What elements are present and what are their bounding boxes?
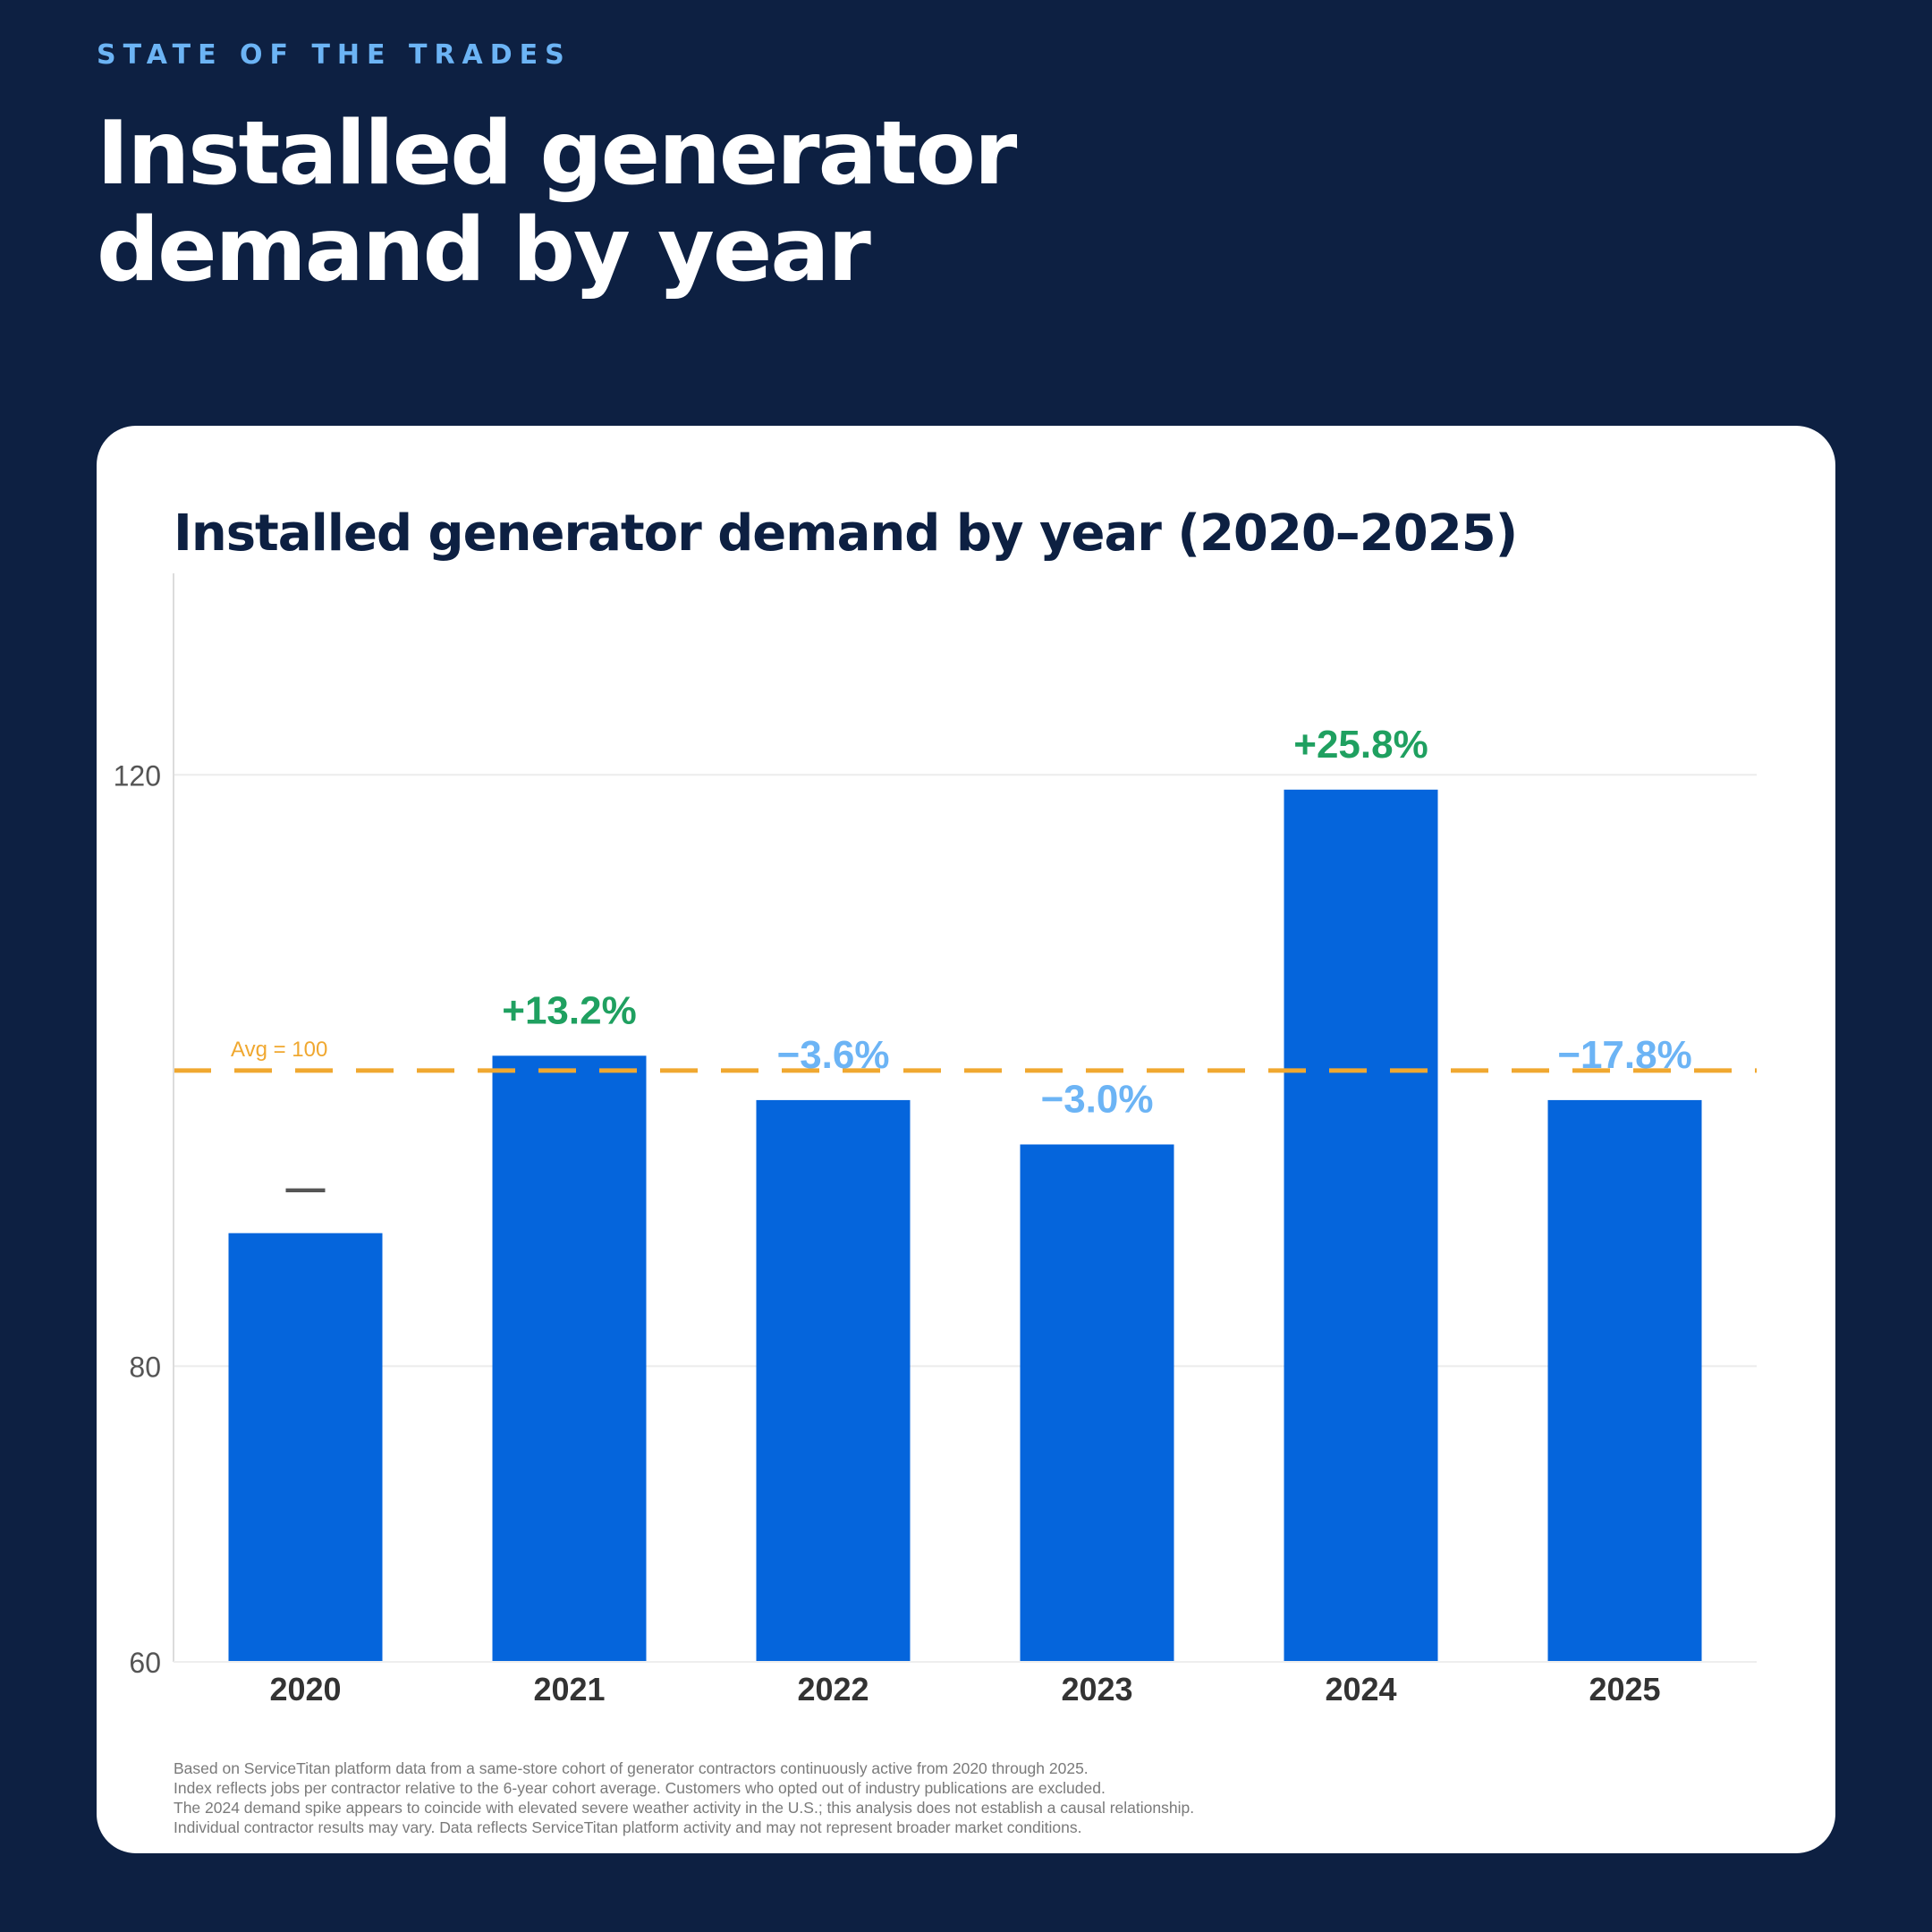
footnote-line: Index reflects jobs per contractor relat… xyxy=(174,1779,1106,1797)
change-label: −3.0% xyxy=(1041,1078,1154,1122)
y-tick-label: 60 xyxy=(129,1647,161,1679)
page-title: Installed generator demand by year xyxy=(97,106,1349,299)
bar-2023 xyxy=(1020,1144,1174,1662)
x-tick-label: 2025 xyxy=(1589,1671,1660,1707)
reference-line-group: Avg = 100 xyxy=(174,1038,1757,1073)
bar-labels: — +13.2% −3.6% −3.0% +25.8% −17.8% xyxy=(286,723,1692,1210)
bar-2024 xyxy=(1284,789,1438,1662)
y-tick-label: 80 xyxy=(129,1351,161,1383)
chart-title: Installed generator demand by year (2020… xyxy=(174,504,1518,563)
change-label: +25.8% xyxy=(1293,723,1428,767)
x-tick-label: 2023 xyxy=(1061,1671,1132,1707)
x-tick-label: 2024 xyxy=(1325,1671,1396,1707)
y-tick-label: 120 xyxy=(114,759,161,792)
bar-chart: Avg = 100 —+13.2%−3.6%−3.0%+25.8%−17.8% … xyxy=(114,573,1757,1707)
bars xyxy=(228,789,1702,1662)
chart-card: Installed generator demand by year (2020… xyxy=(97,426,1835,1853)
change-label: — xyxy=(286,1166,326,1210)
change-label: −3.6% xyxy=(777,1033,890,1077)
axes: 60 80 120 2020 2021 2022 2023 2024 2025 xyxy=(114,573,1757,1707)
page-title-line-2: demand by year xyxy=(97,199,871,301)
bar-2022 xyxy=(756,1099,911,1662)
average-reference-label: Avg = 100 xyxy=(231,1038,327,1062)
page-title-line-1: Installed generator xyxy=(97,103,1017,205)
change-label: −17.8% xyxy=(1557,1033,1691,1077)
footnote-line: Based on ServiceTitan platform data from… xyxy=(174,1759,1089,1777)
bar-2020 xyxy=(228,1233,383,1662)
grid-lines xyxy=(174,774,1757,1663)
eyebrow-label: STATE OF THE TRADES xyxy=(97,39,572,71)
footnote-line: Individual contractor results may vary. … xyxy=(174,1818,1082,1836)
change-label: +13.2% xyxy=(502,988,636,1032)
footnotes: Based on ServiceTitan platform data from… xyxy=(174,1758,1194,1837)
x-tick-label: 2021 xyxy=(533,1671,605,1707)
x-tick-label: 2022 xyxy=(797,1671,869,1707)
footnote-line: The 2024 demand spike appears to coincid… xyxy=(174,1799,1195,1817)
bar-2021 xyxy=(492,1055,647,1662)
x-tick-label: 2020 xyxy=(269,1671,341,1707)
bar-2025 xyxy=(1547,1099,1702,1662)
